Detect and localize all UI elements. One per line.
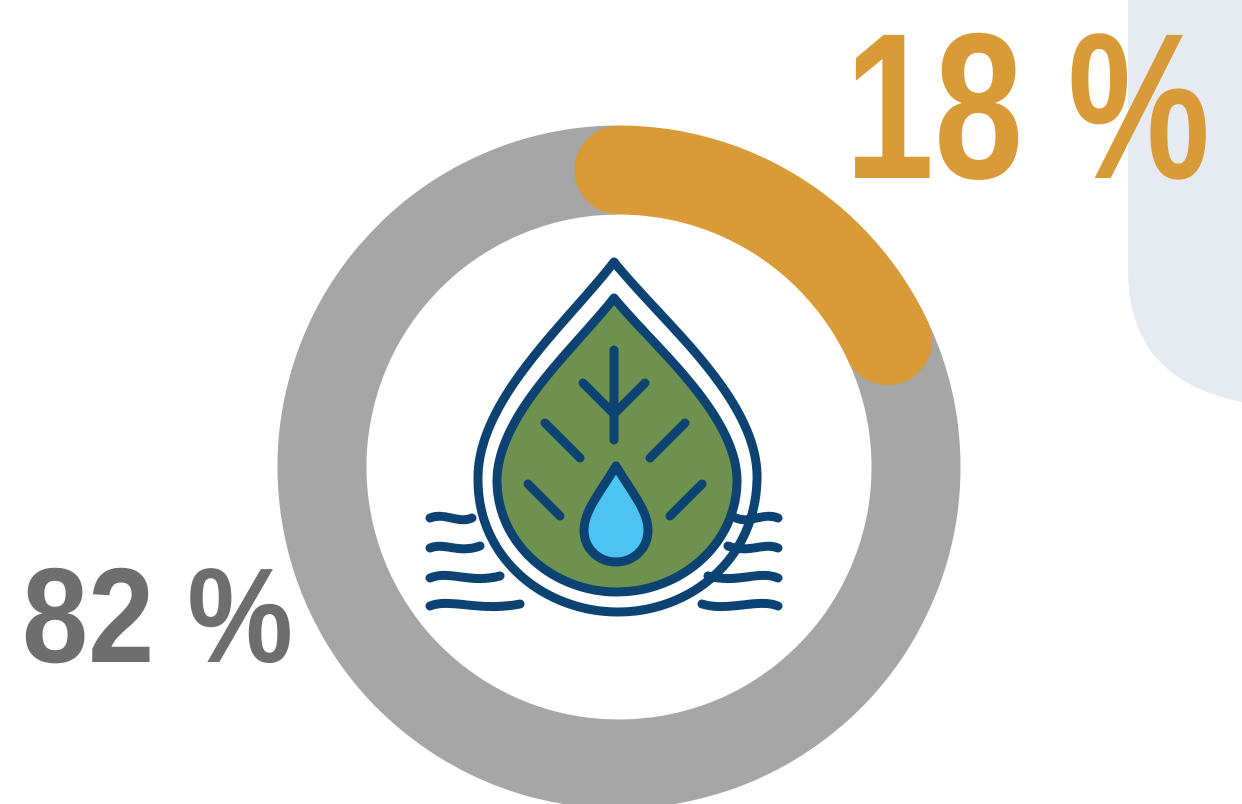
donut-segment — [574, 125, 933, 386]
icon — [425, 257, 783, 617]
value-label: 18 % — [845, 0, 1210, 223]
leaf-veins — [523, 345, 707, 521]
waves — [425, 511, 783, 612]
donut — [277, 125, 961, 804]
water-drop — [579, 461, 653, 567]
donut-segment — [277, 125, 961, 804]
value-label: 82 % — [22, 540, 293, 691]
background-panel — [1128, 0, 1242, 402]
